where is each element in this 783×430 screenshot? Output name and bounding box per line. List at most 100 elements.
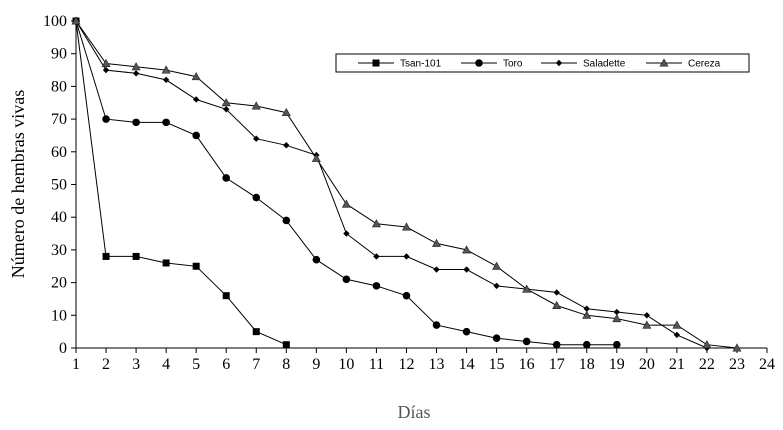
data-point-triangle [311, 153, 321, 162]
data-point-diamond [373, 253, 380, 260]
data-point-circle [492, 334, 501, 342]
data-point-circle [342, 275, 351, 284]
x-tick-label: 5 [192, 356, 200, 373]
data-point-triangle [401, 222, 411, 231]
legend-label: Saladette [583, 59, 626, 70]
data-point-circle [102, 115, 110, 123]
legend: Tsan-101 Toro Saladette Cereza [335, 53, 750, 73]
data-point-diamond [673, 331, 681, 339]
data-point-square [222, 292, 230, 300]
x-tick-label: 22 [699, 356, 715, 373]
data-point-square [132, 252, 140, 260]
legend-label: Cereza [688, 59, 721, 70]
y-tick-label: 40 [51, 209, 67, 226]
data-point-square [102, 252, 110, 260]
data-point-circle [475, 59, 483, 67]
x-axis-title: Días [398, 402, 431, 422]
x-tick-label: 2 [102, 356, 110, 373]
data-point-diamond [283, 142, 290, 149]
series-line [75, 20, 708, 349]
data-point-triangle [522, 284, 532, 293]
data-point-triangle [251, 101, 261, 110]
x-tick-label: 11 [369, 356, 384, 373]
data-point-triangle [101, 58, 111, 68]
y-tick-label: 70 [51, 111, 67, 128]
legend-label: Toro [503, 59, 523, 70]
data-point-square [162, 259, 170, 267]
x-tick-label: 16 [519, 356, 535, 373]
legend-item: Toro [461, 59, 523, 70]
data-point-triangle [131, 62, 141, 71]
data-point-triangle [462, 245, 472, 254]
data-point-diamond [162, 76, 170, 84]
data-point-circle [222, 174, 231, 182]
y-tick-label: 0 [59, 340, 67, 357]
data-point-triangle [659, 58, 669, 67]
series-tsan-101 [72, 17, 290, 349]
data-point-triangle [612, 313, 622, 323]
data-point-circle [162, 118, 170, 127]
x-tick-label: 19 [609, 356, 625, 373]
data-point-diamond [343, 230, 350, 237]
data-point-triangle [432, 238, 442, 247]
data-point-diamond [493, 282, 500, 290]
legend-label: Tsan-101 [400, 59, 442, 70]
x-tick-label: 10 [338, 356, 354, 373]
y-tick-label: 80 [51, 78, 67, 95]
legend-item: Saladette [541, 59, 626, 70]
y-tick-label: 60 [51, 144, 67, 161]
data-point-circle [582, 340, 591, 349]
x-tick-label: 9 [312, 356, 320, 373]
data-point-diamond [643, 312, 651, 319]
series-toro [72, 17, 621, 349]
x-tick-label: 21 [669, 356, 685, 373]
data-point-triangle [281, 107, 291, 117]
data-point-triangle [191, 71, 201, 81]
data-point-circle [372, 282, 381, 290]
x-tick-label: 1 [72, 356, 80, 373]
data-point-circle [552, 340, 561, 349]
data-point-triangle [161, 65, 171, 74]
x-tick-label: 24 [759, 356, 775, 373]
data-point-circle [312, 255, 321, 264]
data-point-diamond [555, 59, 563, 67]
y-tick-label: 50 [51, 177, 67, 194]
data-point-diamond [102, 66, 110, 74]
data-point-triangle [582, 310, 592, 319]
y-tick-label: 10 [51, 307, 67, 324]
data-point-triangle [642, 320, 652, 329]
x-tick-label: 17 [549, 356, 565, 373]
data-point-diamond [403, 253, 410, 260]
data-point-triangle [371, 219, 381, 228]
x-tick-label: 13 [429, 356, 445, 373]
series-layer [71, 16, 742, 352]
y-axis-title: Número de hembras vivas [8, 90, 28, 278]
data-point-diamond [223, 106, 230, 113]
data-point-circle [282, 216, 291, 225]
x-tick-label: 8 [282, 356, 290, 373]
data-point-diamond [132, 70, 140, 77]
x-tick-label: 15 [489, 356, 505, 373]
data-point-circle [522, 337, 531, 346]
y-tick-label: 90 [51, 46, 67, 63]
data-point-triangle [732, 343, 742, 352]
x-tick-label: 6 [222, 356, 230, 373]
legend-item: Cereza [646, 58, 721, 70]
data-point-square [372, 59, 380, 67]
data-point-circle [432, 321, 441, 329]
x-tick-label: 3 [132, 356, 140, 373]
x-tick-label: 12 [398, 356, 414, 373]
data-point-circle [192, 131, 200, 140]
y-tick-label: 30 [51, 242, 67, 259]
data-point-triangle [552, 300, 562, 309]
y-tick-label: 20 [51, 275, 67, 292]
x-tick-label: 7 [252, 356, 260, 373]
data-point-circle [402, 291, 411, 300]
legend-item: Tsan-101 [358, 59, 442, 70]
x-tick-label: 20 [639, 356, 655, 373]
data-point-triangle [702, 340, 712, 349]
series-cereza [71, 16, 742, 352]
